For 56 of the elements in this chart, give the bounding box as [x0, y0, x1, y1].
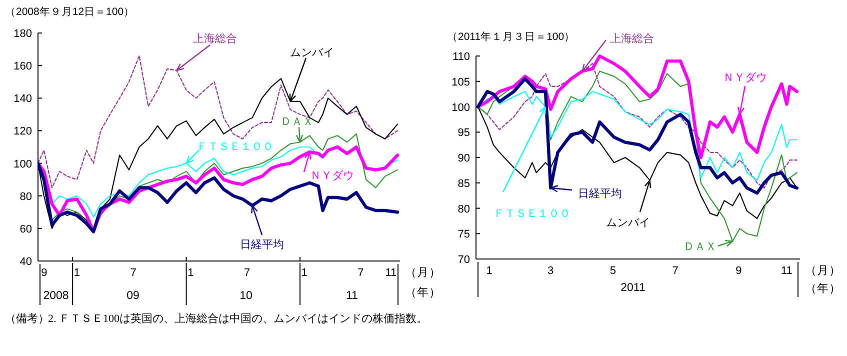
y-tick-label: 70	[458, 254, 470, 266]
legend-label: 日経平均	[578, 188, 622, 200]
text: 10	[240, 290, 252, 302]
series-label: ＮＹダウ	[723, 72, 767, 84]
x-tick-label: 11	[781, 265, 792, 277]
y-tick-label: 120	[14, 126, 32, 138]
x-tick-label: 9	[736, 265, 742, 277]
series-label: ＤＡＸ	[684, 241, 716, 253]
y-tick-label: 100	[14, 158, 32, 170]
x-axis-title: （月）	[805, 264, 841, 277]
y-tick-label: 80	[458, 203, 470, 216]
y-tick-label: 140	[14, 93, 32, 106]
y-tick-label: 160	[14, 60, 32, 73]
x-tick-label: 11	[385, 267, 397, 279]
x-tick-label: 1	[301, 267, 308, 279]
x-tick-label: 7	[672, 265, 678, 277]
text: 2. ＦＴＳＥ100は英国の、上海総合は中国の、ムンバイはインドの株価指数。	[48, 312, 428, 325]
y-tick-label: 75	[458, 228, 470, 241]
x-axis-title: （月）	[405, 266, 441, 279]
y-tick-label: 60	[20, 223, 32, 236]
text: 上海総合	[610, 32, 654, 45]
y-tick-label: 95	[458, 127, 470, 140]
text: （年）	[805, 282, 841, 295]
series-label: ＦＴＳＥ１００	[196, 141, 274, 153]
text: （年）	[405, 286, 441, 299]
series-label: ムンバイ	[290, 47, 334, 59]
x-tick-label: 7	[358, 267, 364, 279]
text: ＦＴＳＥ１００	[494, 208, 570, 220]
y-tick-label: 40	[20, 256, 32, 268]
text: 上海総合	[193, 32, 237, 45]
x-tick-label: 1	[74, 267, 80, 279]
text: 2008	[43, 290, 69, 302]
y-tick-label: 105	[452, 76, 470, 88]
legend-label: ＮＹダウ	[310, 170, 354, 182]
y-tick-label: 90	[458, 152, 470, 164]
text: 日経平均	[240, 239, 284, 251]
y-tick-label: 180	[14, 28, 32, 40]
x-tick-label: 9	[41, 267, 48, 279]
y-tick-label: 85	[458, 178, 470, 190]
y-tick-label: 80	[20, 190, 32, 203]
x-tick-label: 1	[188, 267, 194, 279]
y-axis-title: （2011年１月３日＝100）	[447, 31, 576, 43]
series-label: ＤＡＸ	[280, 116, 314, 128]
text: 11	[346, 290, 358, 302]
x-tick-label: 3	[548, 265, 554, 277]
text: 2011	[620, 282, 646, 294]
y-axis-title: （2008年９月12日＝100）	[5, 6, 135, 18]
y-tick-label: 100	[452, 102, 470, 114]
x-tick-label: 7	[244, 267, 250, 279]
x-tick-label: 7	[130, 267, 136, 279]
x-tick-label: 5	[610, 265, 616, 277]
y-tick-label: 110	[452, 51, 470, 63]
text: （備考）	[5, 312, 49, 325]
text: ムンバイ	[606, 217, 650, 229]
text: 09	[126, 290, 140, 302]
x-tick-label: 1	[486, 265, 492, 277]
